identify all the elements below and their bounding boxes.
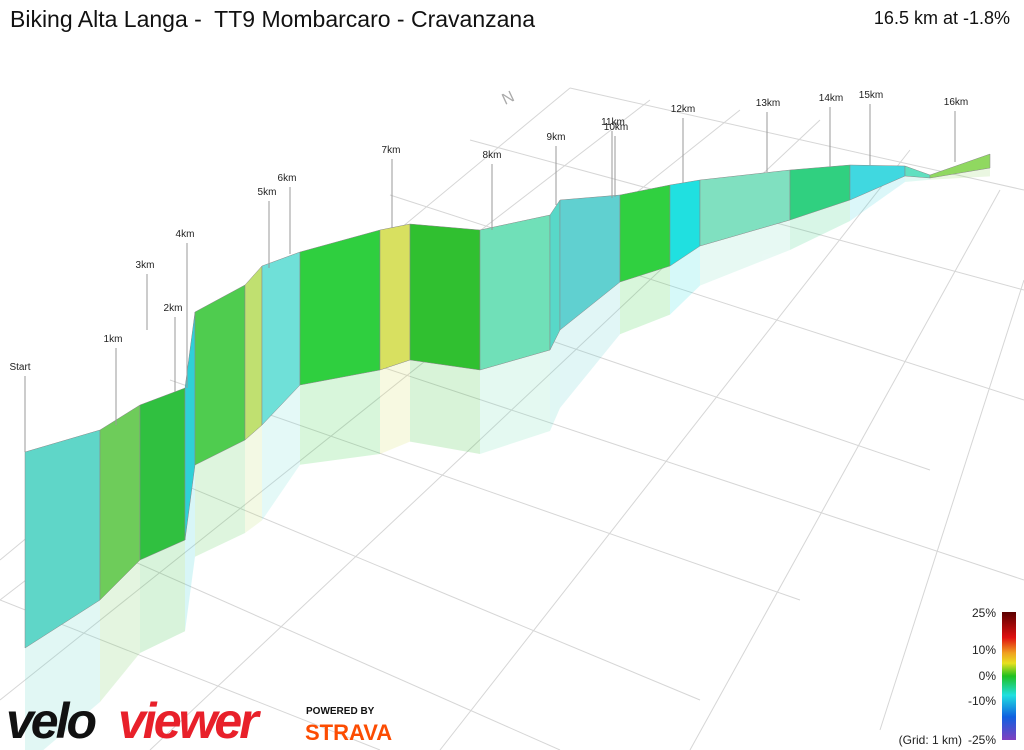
reflection-segment: [245, 425, 262, 533]
reflection-segment: [410, 360, 480, 454]
legend-label: 25%: [972, 606, 996, 620]
marker-label: 7km: [382, 145, 401, 156]
ribbon-segment: [244, 265, 263, 441]
legend-label: 10%: [972, 643, 996, 657]
reflection-segment: [850, 176, 905, 221]
reflection-segment: [25, 600, 100, 750]
reflection-segment: [100, 560, 140, 702]
marker-label: 6km: [278, 173, 297, 184]
marker-label: 2km: [164, 303, 183, 314]
marker-label: 1km: [104, 334, 123, 345]
reflection-segment: [930, 168, 990, 180]
marker-label: 16km: [944, 97, 968, 108]
title: Biking Alta Langa - TT9 Mombarcaro - Cra…: [10, 6, 535, 32]
reflection: [25, 168, 990, 750]
ribbon-segment: [929, 153, 991, 179]
ribbon-segment: [194, 284, 246, 466]
reflection-segment: [700, 220, 790, 286]
summary: 16.5 km at -1.8%: [873, 8, 1010, 28]
marker-label: 14km: [819, 93, 843, 104]
marker-label: 9km: [547, 132, 566, 143]
ribbon-segment: [299, 229, 381, 386]
strava-logo: STRAVA: [305, 720, 392, 745]
marker-label: 5km: [258, 187, 277, 198]
marker-label: 3km: [136, 260, 155, 271]
ribbon-segment: [549, 199, 561, 351]
elevation-ribbon: [24, 153, 991, 649]
powered-by: POWERED BY: [306, 706, 375, 717]
reflection-segment: [195, 440, 245, 557]
marker-label: 4km: [176, 229, 195, 240]
reflection-segment: [670, 246, 700, 315]
marker-label: 11km: [601, 117, 625, 128]
grid-note: (Grid: 1 km): [899, 733, 962, 747]
ribbon-segment: [139, 387, 186, 561]
legend-label: -10%: [968, 694, 996, 708]
reflection-segment: [560, 282, 620, 408]
marker-label: 10km: [604, 122, 628, 133]
reflection-segment: [380, 360, 410, 454]
logo-viewer: viewer: [118, 693, 261, 749]
compass: N: [500, 88, 518, 108]
reflection-segment: [300, 370, 380, 465]
reflection-segment: [140, 540, 185, 653]
reflection-segment: [550, 330, 560, 431]
legend-label: 0%: [979, 669, 997, 683]
ribbon-segment: [409, 223, 481, 371]
marker-label: 13km: [756, 98, 780, 109]
marker-label: 12km: [671, 104, 695, 115]
marker-label: 8km: [483, 150, 502, 161]
ribbon-segment: [379, 223, 411, 371]
ribbon-segment: [619, 184, 671, 283]
legend-label: -25%: [968, 733, 996, 747]
marker-label: 15km: [859, 90, 883, 101]
marker-label: Start: [9, 362, 30, 373]
gradient-scale: [1002, 612, 1016, 740]
reflection-segment: [790, 200, 850, 250]
reflection-segment: [262, 385, 300, 521]
reflection-segment: [480, 350, 550, 454]
reflection-segment: [185, 465, 195, 632]
ribbon-segment: [479, 214, 551, 371]
reflection-segment: [620, 266, 670, 335]
logo-velo: velo: [6, 693, 96, 749]
